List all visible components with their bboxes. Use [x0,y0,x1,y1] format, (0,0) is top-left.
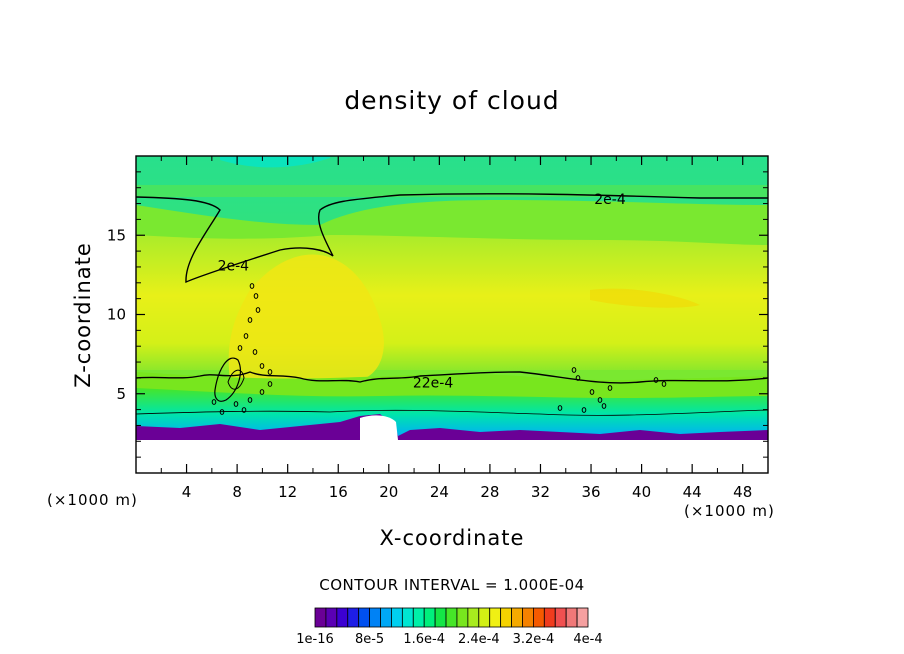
colorbar-swatch [522,607,534,628]
x-axis-ticks: 4 8 12 16 20 24 28 32 36 40 44 48 [160,156,752,501]
chart-title: density of cloud [344,86,560,115]
colorbar-swatch [412,607,425,628]
contour-speckle [255,307,261,313]
colorbar-label: 8e-5 [355,632,384,647]
contour-label: 2e-4 [218,258,250,274]
contour-speckle [601,403,607,409]
contour-speckle [661,381,667,387]
contour-speckle [571,367,577,373]
colorbar-swatch [576,607,589,628]
x-tick-label: 28 [480,483,499,501]
colorbar-label: 1e-16 [296,632,334,647]
colorbar-swatch [456,607,469,628]
colorbar-swatch [554,607,567,628]
colorbar-label: 1.6e-4 [403,632,445,647]
colorbar: 1e-16 8e-5 1.6e-4 2.4e-4 3.2e-4 4e-4 [296,607,603,647]
contour-speckle [597,397,603,403]
contour-speckle [252,349,258,355]
contour-label: 22e-4 [413,376,453,392]
contour-speckle [249,283,255,289]
contour-speckle [219,409,225,415]
colorbar-swatch [314,607,327,628]
x-tick-label: 40 [632,483,651,501]
contour-speckle [581,407,587,413]
y-tick-label: 15 [107,226,126,244]
contour-plume-inner [227,369,245,390]
x-tick-label: 44 [683,483,702,501]
x-tick-label: 8 [232,483,242,501]
x-tick-label: 20 [379,483,398,501]
contour-speckle [653,377,659,383]
x-tick-label: 16 [329,483,348,501]
contour-speckle [211,399,217,405]
contour-labels: 2e-4 2e-4 22e-4 [218,192,626,392]
contour-speckle [247,397,253,403]
y-axis-ticks: 5 10 15 [107,171,768,458]
density-field [136,156,768,473]
contour-speckle [237,345,243,351]
y-tick-label: 5 [116,385,126,403]
x-axis-unit: (×1000 m) [684,502,775,520]
colorbar-label: 2.4e-4 [458,632,500,647]
contour-speckle [267,369,273,375]
contour-speckle [557,405,563,411]
colorbar-swatch [434,607,447,628]
colorbar-swatch [500,607,512,628]
contour-speckle [259,363,265,369]
contour-plume-left [214,357,241,402]
colorbar-swatch [423,607,436,628]
contour-speckle [247,317,253,323]
colorbar-swatch [380,607,392,628]
contour-speckle [607,385,613,391]
colorbar-swatch [511,607,523,628]
contour-label: 2e-4 [594,192,626,208]
colorbar-swatch [401,607,414,628]
contour-speckle [575,375,581,381]
colorbar-swatch [347,607,360,628]
contour-speckle [259,389,265,395]
colorbar-swatch [489,607,502,628]
x-tick-label: 36 [581,483,600,501]
colorbar-swatch [565,607,578,628]
contour-base [136,409,768,416]
orange-patch [590,288,700,308]
colorbar-label: 3.2e-4 [513,632,555,647]
contour-speckle [243,333,249,339]
gap-near-20km [360,415,398,440]
contour-speckle [253,293,259,299]
colorbar-swatch [445,607,458,628]
contour-upper-2e-4 [136,193,768,284]
empty-bottom [136,440,768,473]
colorbar-swatch [358,607,370,628]
x-tick-label: 48 [733,483,752,501]
contour-speckles [211,283,667,415]
y-tick-label: 10 [107,306,126,324]
colorbar-swatch [369,607,381,628]
upper-band [136,185,768,197]
colorbar-swatch [543,607,556,628]
colorbar-swatch [467,607,480,628]
cloud-core [228,254,384,380]
colorbar-swatch [533,607,545,628]
x-tick-label: 24 [430,483,449,501]
contour-speckle [267,381,273,387]
x-tick-label: 32 [531,483,550,501]
cyan-top-patch [220,156,330,168]
contour-speckle [241,407,247,413]
y-axis-unit: (×1000 m) [47,491,138,509]
x-tick-label: 12 [278,483,297,501]
colorbar-label: 4e-4 [573,632,602,647]
colorbar-swatch [336,607,349,628]
colorbar-swatch [325,607,338,628]
x-axis-label: X-coordinate [379,526,525,550]
colorbar-swatch [478,607,491,628]
contour-speckle [589,389,595,395]
contour-speckle [233,401,239,407]
contour-interval-text: CONTOUR INTERVAL = 1.000E-04 [319,576,585,594]
colorbar-swatch [391,607,403,628]
x-tick-label: 4 [182,483,192,501]
